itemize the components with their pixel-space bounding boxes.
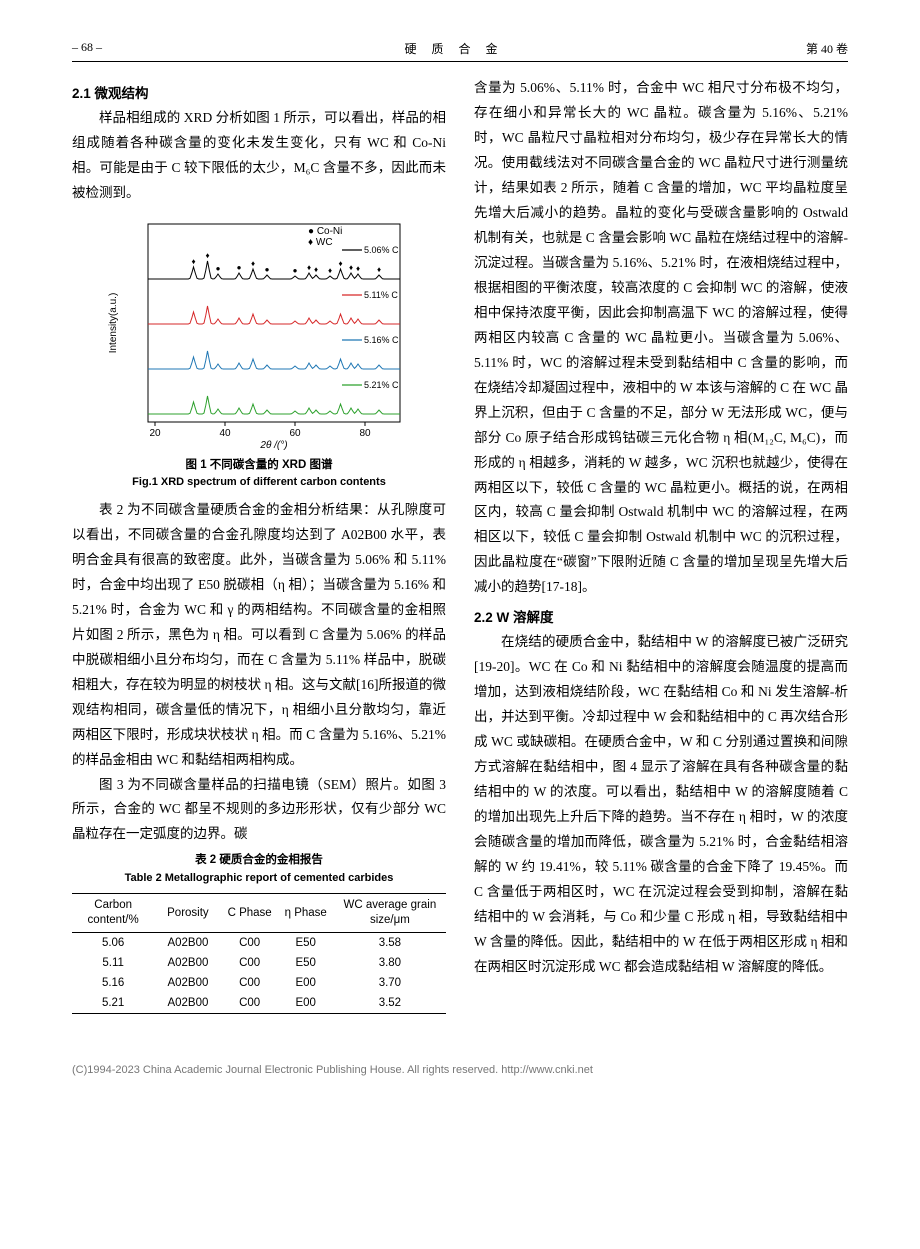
table-cell: 5.21 [72, 993, 154, 1014]
table-cell: A02B00 [154, 953, 221, 973]
svg-text:♦: ♦ [356, 264, 360, 273]
svg-text:●: ● [265, 265, 270, 274]
svg-text:80: 80 [359, 428, 371, 439]
footer-cnki: (C)1994-2023 China Academic Journal Elec… [72, 1064, 593, 1076]
table-header-cell: Carboncontent/% [72, 894, 154, 933]
table-cell: 5.11 [72, 953, 154, 973]
table-cell: C00 [222, 993, 278, 1014]
svg-text:2θ /(°): 2θ /(°) [259, 440, 287, 450]
table-cell: E00 [278, 993, 334, 1014]
svg-text:♦: ♦ [328, 266, 332, 275]
svg-text:♦: ♦ [314, 265, 318, 274]
page-header: – 68 – 硬 质 合 金 第 40 卷 [72, 40, 848, 62]
table-cell: A02B00 [154, 973, 221, 993]
svg-text:●: ● [216, 264, 221, 273]
svg-text:40: 40 [219, 428, 231, 439]
figure-1-caption-cn: 图 1 不同碳含量的 XRD 图谱 [72, 456, 446, 474]
section-2-2-heading: 2.2 W 溶解度 [474, 606, 848, 626]
svg-text:5.16% C: 5.16% C [364, 335, 399, 345]
svg-text:5.11% C: 5.11% C [364, 290, 398, 300]
table-cell: 3.80 [334, 953, 446, 973]
svg-text:♦: ♦ [338, 259, 342, 268]
right-para-1: 含量为 5.06%、5.11% 时，合金中 WC 相尺寸分布极不均匀，存在细小和… [474, 76, 848, 600]
header-journal-title: 硬 质 合 金 [404, 40, 503, 57]
section-2-1-heading: 2.1 微观结构 [72, 82, 446, 102]
table-cell: C00 [222, 953, 278, 973]
table-2: Carboncontent/%PorosityC Phaseη PhaseWC … [72, 893, 446, 1014]
page-footer: (C)1994-2023 China Academic Journal Elec… [0, 1044, 920, 1086]
table-cell: 3.52 [334, 993, 446, 1014]
svg-text:♦: ♦ [377, 265, 381, 274]
table-row: 5.06A02B00C00E503.58 [72, 933, 446, 954]
right-para-2: 在烧结的硬质合金中，黏结相中 W 的溶解度已被广泛研究[19-20]。WC 在 … [474, 630, 848, 980]
svg-text:♦: ♦ [349, 263, 353, 272]
svg-text:5.06% C: 5.06% C [364, 245, 399, 255]
left-para-1: 样品相组成的 XRD 分析如图 1 所示，可以看出，样品的相组成随着各种碳含量的… [72, 106, 446, 206]
table-cell: 3.70 [334, 973, 446, 993]
svg-text:●: ● [293, 266, 298, 275]
table-2-caption-cn: 表 2 硬质合金的金相报告 [72, 851, 446, 869]
svg-text:●: ● [237, 263, 242, 272]
table-cell: A02B00 [154, 933, 221, 954]
table-cell: E50 [278, 933, 334, 954]
svg-text:5.21% C: 5.21% C [364, 380, 399, 390]
svg-text:60: 60 [289, 428, 301, 439]
table-row: 5.11A02B00C00E503.80 [72, 953, 446, 973]
table-cell: 5.06 [72, 933, 154, 954]
svg-text:● Co-Ni: ● Co-Ni [308, 226, 342, 237]
table-cell: C00 [222, 973, 278, 993]
table-cell: C00 [222, 933, 278, 954]
left-para-2: 表 2 为不同碳含量硬质合金的金相分析结果：从孔隙度可以看出，不同碳含量的合金孔… [72, 498, 446, 773]
table-header-cell: η Phase [278, 894, 334, 933]
table-cell: 5.16 [72, 973, 154, 993]
table-2-caption-en: Table 2 Metallographic report of cemente… [72, 870, 446, 888]
table-cell: 3.58 [334, 933, 446, 954]
svg-text:♦: ♦ [205, 251, 209, 260]
table-row: 5.16A02B00C00E003.70 [72, 973, 446, 993]
header-volume: 第 40 卷 [806, 40, 848, 57]
table-cell: E50 [278, 953, 334, 973]
svg-text:♦: ♦ [251, 259, 255, 268]
left-column: 2.1 微观结构 样品相组成的 XRD 分析如图 1 所示，可以看出，样品的相组… [72, 76, 446, 1014]
svg-text:♦ WC: ♦ WC [308, 237, 333, 248]
right-column: 含量为 5.06%、5.11% 时，合金中 WC 相尺寸分布极不均匀，存在细小和… [474, 76, 848, 1014]
svg-text:♦: ♦ [307, 263, 311, 272]
svg-text:Intensity(a.u.): Intensity(a.u.) [108, 293, 119, 354]
xrd-svg: 20 40 60 80 2θ /(°) Intensity(a.u.) ● Co-Ni♦ W… [104, 214, 414, 450]
header-page-number: – 68 – [72, 40, 102, 57]
table-header-cell: C Phase [222, 894, 278, 933]
table-header-cell: WC average grainsize/μm [334, 894, 446, 933]
svg-text:20: 20 [149, 428, 161, 439]
left-para-3: 图 3 为不同碳含量样品的扫描电镜（SEM）照片。如图 3 所示，合金的 WC … [72, 773, 446, 848]
svg-text:♦: ♦ [191, 257, 195, 266]
table-cell: A02B00 [154, 993, 221, 1014]
figure-1-caption-en: Fig.1 XRD spectrum of different carbon c… [72, 474, 446, 492]
table-cell: E00 [278, 973, 334, 993]
figure-1-xrd-chart: 20 40 60 80 2θ /(°) Intensity(a.u.) ● Co-Ni♦ W… [72, 214, 446, 450]
table-header-cell: Porosity [154, 894, 221, 933]
table-row: 5.21A02B00C00E003.52 [72, 993, 446, 1014]
